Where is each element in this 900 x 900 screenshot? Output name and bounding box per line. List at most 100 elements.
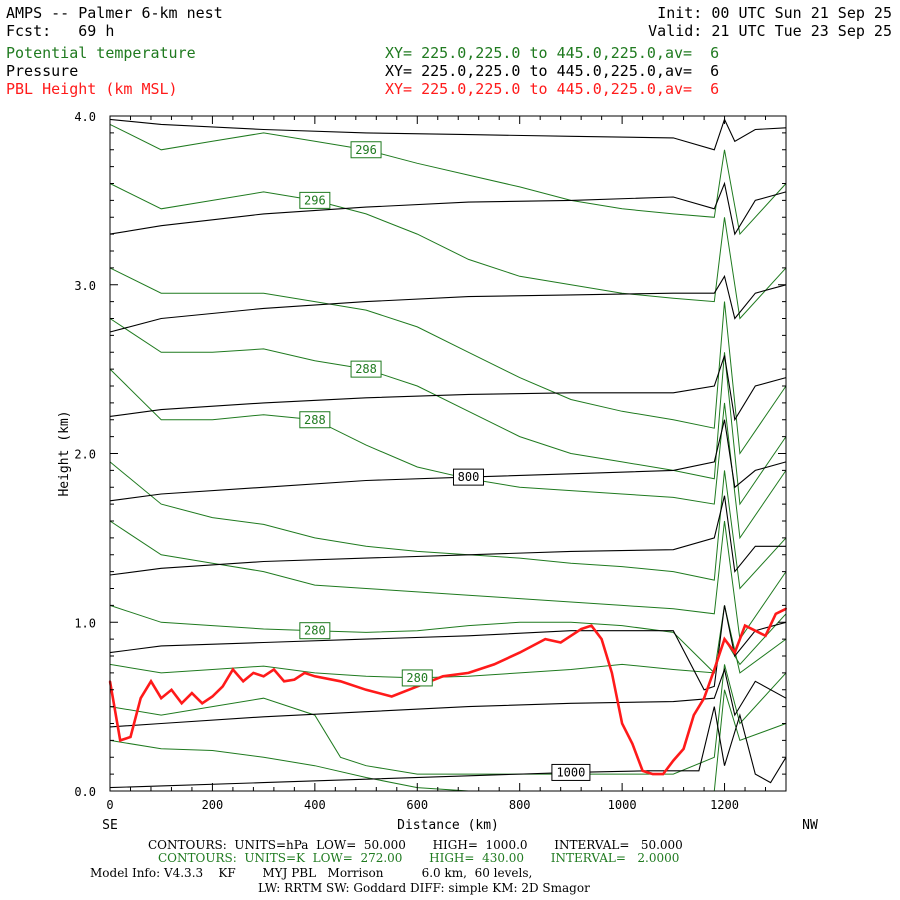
pressure-contour-6 — [109, 274, 787, 333]
pressure-contour-4 — [109, 419, 787, 502]
footer-pressure-contours: CONTOURS: UNITS=hPa LOW= 50.000 HIGH= 10… — [148, 838, 683, 852]
theta-contour-1 — [109, 664, 787, 775]
pressure-label-4-box — [452, 468, 484, 486]
pbl-height-point — [160, 697, 163, 700]
theta-contour-5 — [109, 461, 787, 590]
theta-contour-10 — [109, 123, 787, 236]
pbl-height-point — [600, 638, 603, 641]
pbl-height-point — [180, 702, 183, 705]
pbl-height-point — [682, 747, 685, 750]
pressure-label-4: 800 — [458, 470, 480, 484]
pbl-height-point — [139, 697, 142, 700]
pbl-height-point — [119, 739, 122, 742]
y-tick-label: 0.0 — [74, 785, 96, 799]
footer-model-info: Model Info: V4.3.3 KF MYJ PBL Morrison 6… — [90, 866, 533, 880]
theta-label-2-box — [401, 669, 433, 687]
legend-theta-xy: XY= 225.0,225.0 to 445.0,225.0,av= 6 — [385, 44, 720, 62]
pbl-height-point — [262, 675, 265, 678]
pbl-height-point — [272, 668, 275, 671]
pbl-height-point — [441, 675, 444, 678]
legend-pressure-name: Pressure — [6, 62, 79, 80]
theta-label-9-box — [299, 191, 331, 209]
y-tick-label: 4.0 — [74, 110, 96, 124]
x-axis-label: Distance (km) — [397, 818, 499, 833]
pressure-label-0: 1000 — [556, 765, 585, 779]
x-tick-label: 400 — [304, 798, 326, 812]
pressure-contour-7 — [109, 181, 787, 236]
pbl-height-point — [493, 663, 496, 666]
pressure-contour-5 — [109, 355, 787, 422]
pbl-height-point — [692, 714, 695, 717]
pbl-height-point — [339, 680, 342, 683]
theta-label-10: 296 — [355, 143, 377, 157]
pbl-height-point — [651, 773, 654, 776]
pbl-height-point — [703, 697, 706, 700]
theta-label-7-box — [350, 360, 382, 378]
pbl-height-point — [221, 685, 224, 688]
pbl-height-point — [631, 742, 634, 745]
legend-pbl-name: PBL Height (km MSL) — [6, 80, 178, 98]
pbl-height-point — [754, 629, 757, 632]
x-tick-label: 200 — [202, 798, 224, 812]
theta-contour-6 — [109, 368, 787, 540]
pbl-height-point — [518, 651, 521, 654]
chart-title: AMPS -- Palmer 6-km nest — [6, 4, 223, 22]
cross-section-chart: 280 280 288 288 296 296 1000 800 0.0 1.0 2.0 3.0 4.… — [57, 110, 818, 833]
pressure-contour-1 — [109, 667, 787, 728]
legend-pressure-xy: XY= 225.0,225.0 to 445.0,225.0,av= 6 — [385, 62, 720, 80]
pressure-contour-0 — [109, 706, 787, 789]
pbl-height-point — [242, 680, 245, 683]
pbl-height-point — [713, 668, 716, 671]
pbl-height-point — [610, 671, 613, 674]
x-tick-label: 1200 — [710, 798, 739, 812]
pressure-contour-8 — [109, 117, 787, 151]
footer-theta-contours: CONTOURS: UNITS=K LOW= 272.00 HIGH= 430.… — [158, 851, 680, 865]
y-tick-label: 2.0 — [74, 448, 96, 462]
x-tick-label: 0 — [106, 798, 113, 812]
y-axis-label: Height (km) — [57, 410, 72, 496]
theta-contour-4 — [109, 520, 787, 641]
x-end-right-label: NW — [802, 818, 818, 833]
pbl-height-point — [723, 638, 726, 641]
legend-theta-name: Potential temperature — [6, 44, 196, 62]
pbl-height-point — [733, 651, 736, 654]
pbl-height-point — [744, 624, 746, 627]
theta-contour-0 — [109, 689, 787, 792]
pbl-height-point — [774, 612, 777, 615]
pbl-height-point — [211, 695, 214, 698]
pbl-height-point — [283, 680, 286, 683]
pbl-height-point — [365, 688, 368, 691]
pressure-contour-3 — [109, 495, 786, 576]
pbl-height-point — [672, 759, 675, 762]
pressure-label-0-box — [551, 763, 591, 781]
footer-physics: LW: RRTM SW: Goddard DIFF: simple KM: 2D… — [258, 881, 590, 895]
x-tick-label: 800 — [509, 798, 531, 812]
pbl-height-point — [569, 634, 572, 637]
pbl-height-line — [108, 607, 787, 776]
theta-label-3-box — [299, 622, 331, 640]
forecast-hour: Fcst: 69 h — [6, 22, 115, 40]
pbl-height-point — [641, 769, 644, 772]
theta-label-10-box — [350, 141, 382, 159]
pbl-height-point — [390, 695, 393, 698]
init-time: Init: 00 UTC Sun 21 Sep 25 — [657, 4, 892, 22]
theta-contour-8 — [109, 267, 787, 455]
theta-label-3: 280 — [304, 624, 326, 638]
pbl-height-point — [303, 671, 306, 674]
theta-label-6: 288 — [304, 413, 326, 427]
pbl-height-point — [467, 671, 470, 674]
theta-contour-2 — [109, 605, 787, 679]
pbl-height-point — [580, 628, 583, 630]
pbl-height-point — [231, 668, 234, 671]
x-tick-label: 1000 — [608, 798, 637, 812]
pbl-height-point — [170, 688, 173, 691]
theta-contour-3 — [109, 604, 787, 674]
theta-label-6-box — [299, 411, 331, 429]
pbl-height-point — [201, 702, 204, 705]
plot-frame — [109, 115, 787, 792]
pressure-contour-2 — [109, 605, 787, 691]
pbl-height-point — [129, 736, 132, 738]
theta-label-9: 296 — [304, 193, 326, 207]
x-tick-label: 600 — [406, 798, 428, 812]
theta-label-7: 288 — [355, 362, 377, 376]
